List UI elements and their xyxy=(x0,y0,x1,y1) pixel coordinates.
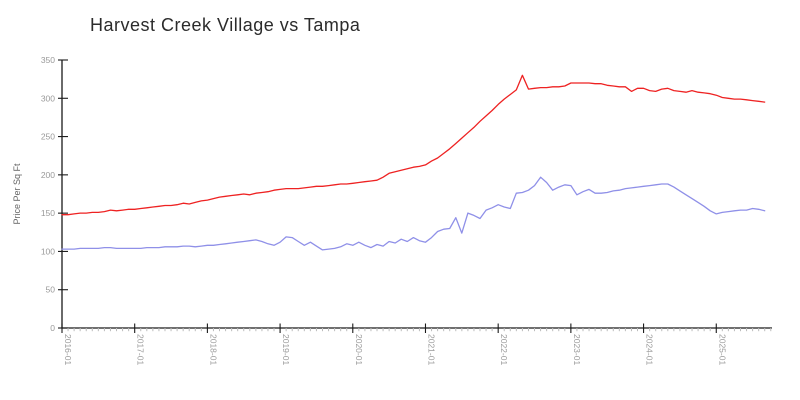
y-tick-label: 250 xyxy=(41,132,55,142)
x-tick-label: 2019-01 xyxy=(281,334,291,365)
y-axis-label: Price Per Sq Ft xyxy=(12,163,22,225)
x-tick-label: 2020-01 xyxy=(354,334,364,365)
x-tick-label: 2024-01 xyxy=(645,334,655,365)
x-tick-label: 2025-01 xyxy=(717,334,727,365)
x-tick-label: 2017-01 xyxy=(136,334,146,365)
y-tick-label: 100 xyxy=(41,246,55,256)
x-tick-label: 2021-01 xyxy=(426,334,436,365)
chart-title: Harvest Creek Village vs Tampa xyxy=(90,15,361,35)
x-tick-label: 2022-01 xyxy=(499,334,509,365)
x-tick-label: 2023-01 xyxy=(572,334,582,365)
y-tick-label: 150 xyxy=(41,208,55,218)
y-tick-label: 0 xyxy=(50,323,55,333)
x-tick-label: 2016-01 xyxy=(63,334,73,365)
y-tick-label: 50 xyxy=(46,285,56,295)
y-tick-label: 300 xyxy=(41,93,55,103)
y-tick-label: 350 xyxy=(41,55,55,65)
series-blue-line xyxy=(61,176,766,251)
y-tick-label: 200 xyxy=(41,170,55,180)
x-tick-label: 2018-01 xyxy=(208,334,218,365)
series-red-line xyxy=(61,74,766,216)
